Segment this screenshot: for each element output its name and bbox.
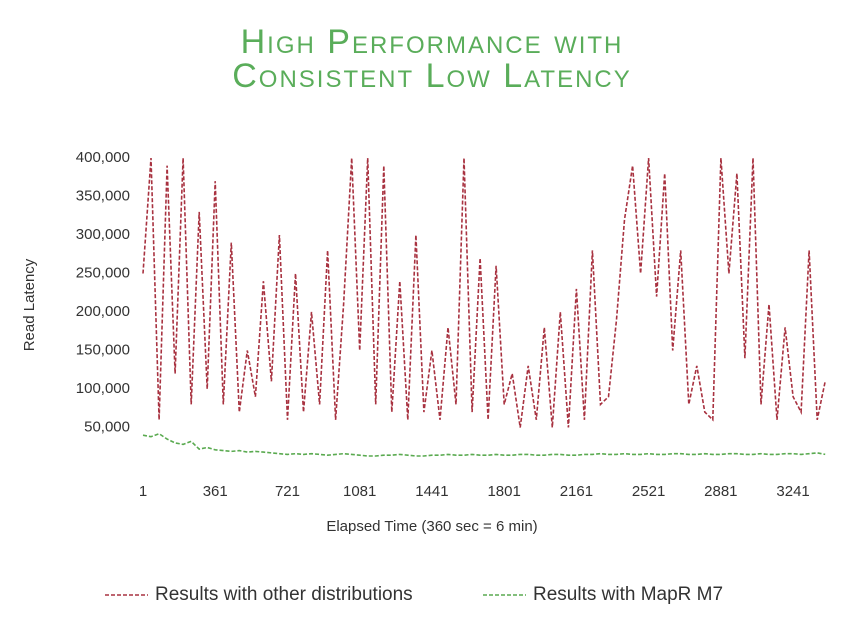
y-axis-label: Read Latency <box>21 258 38 351</box>
y-tick-label: 250,000 <box>76 264 130 281</box>
data-line <box>142 157 826 428</box>
x-tick-label: 3241 <box>776 483 809 500</box>
x-tick-label: 361 <box>203 483 228 500</box>
x-tick-label: 721 <box>275 483 300 500</box>
x-tick-label: 1081 <box>343 483 376 500</box>
data-line <box>142 432 826 457</box>
y-tick-label: 100,000 <box>76 380 130 397</box>
y-tick-label: 50,000 <box>84 418 130 435</box>
x-tick-label: 2521 <box>632 483 665 500</box>
x-tick-label: 2161 <box>560 483 593 500</box>
x-tick-label: 1 <box>139 483 147 500</box>
x-tick-label: 2881 <box>704 483 737 500</box>
legend-label: Results with MapR M7 <box>533 584 723 605</box>
x-tick-label: 1441 <box>415 483 448 500</box>
legend-label: Results with other distributions <box>155 584 413 605</box>
y-tick-label: 150,000 <box>76 341 130 358</box>
chart-title: Consistent Low Latency <box>232 57 632 95</box>
x-axis-label: Elapsed Time (360 sec = 6 min) <box>326 518 537 535</box>
y-tick-label: 350,000 <box>76 187 130 204</box>
y-tick-label: 300,000 <box>76 226 130 243</box>
x-tick-label: 1801 <box>487 483 520 500</box>
y-tick-label: 200,000 <box>76 303 130 320</box>
y-tick-label: 400,000 <box>76 149 130 166</box>
chart-title: High Performance with <box>241 23 624 61</box>
